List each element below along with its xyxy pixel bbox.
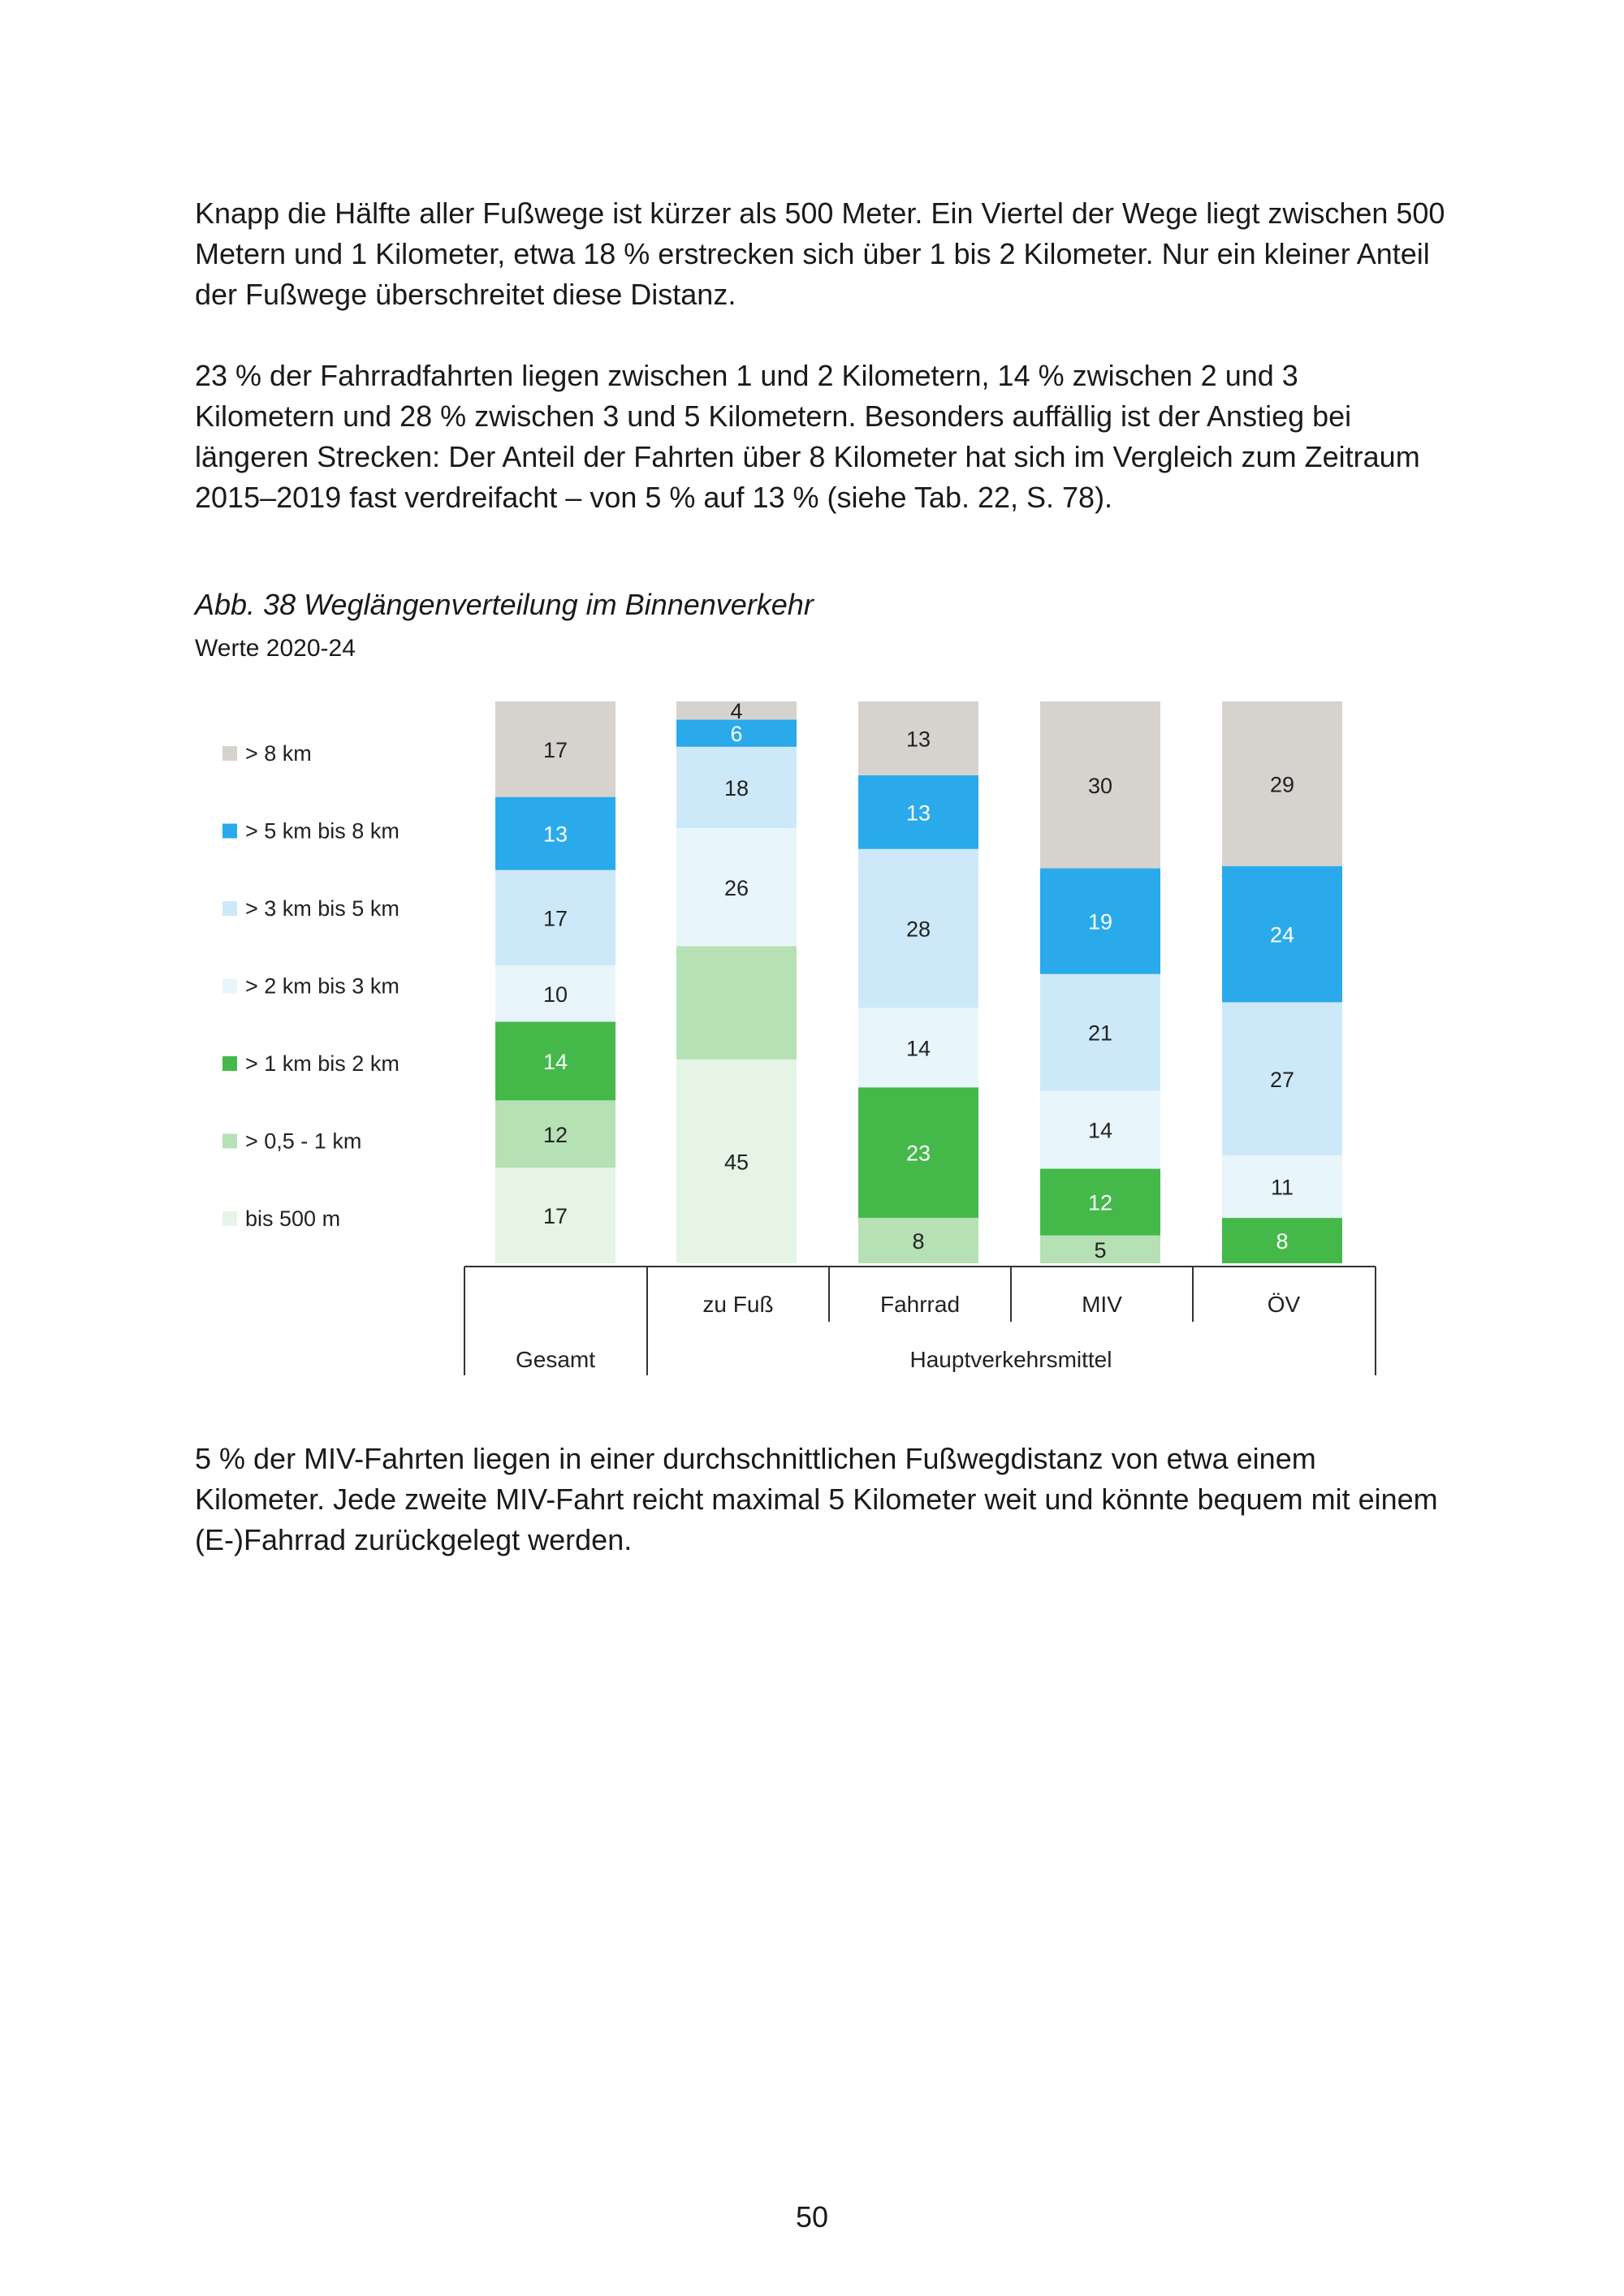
bar-segment-fahrrad-4 (858, 848, 978, 1008)
category-label: MIV (1082, 1292, 1122, 1317)
legend-label: > 5 km bis 8 km (245, 819, 400, 844)
bar-segment-gesamt-6 (495, 701, 615, 797)
bar-segment-gesamt-5 (495, 796, 615, 870)
legend-swatch (222, 901, 237, 916)
legend-swatch (222, 746, 237, 761)
data-label: 21 (1088, 1021, 1112, 1046)
bar-segment-miv-5 (1040, 868, 1160, 974)
bar-segment-gesamt-0 (495, 1167, 615, 1263)
legend-label: > 0,5 - 1 km (245, 1129, 361, 1154)
bar-segment-öv-3 (1222, 1155, 1342, 1219)
bar-segment-zu-fuß-4 (676, 746, 797, 829)
bar-segment-miv-1 (1040, 1235, 1160, 1263)
category-label: ÖV (1268, 1292, 1301, 1317)
data-label: 14 (906, 1036, 931, 1060)
data-label: 17 (543, 738, 568, 762)
legend-label: bis 500 m (245, 1206, 340, 1231)
paragraph-fusswege: Knapp die Hälfte aller Fußwege ist kürze… (195, 196, 1445, 311)
bar-segment-zu-fuß-5 (676, 719, 797, 747)
data-label: 30 (1088, 774, 1112, 798)
data-label: 6 (730, 722, 742, 746)
data-label: 8 (1276, 1229, 1288, 1254)
data-label: 14 (1088, 1119, 1112, 1143)
paragraph-fahrrad: 23 % der Fahrradfahrten liegen zwischen … (195, 359, 1420, 514)
bar-segment-zu-fuß-3 (676, 828, 797, 947)
data-label: 12 (543, 1123, 568, 1147)
group-label-hauptverkehrsmittel: Hauptverkehrsmittel (910, 1347, 1112, 1372)
data-label: 18 (724, 776, 749, 801)
bar-segment-gesamt-2 (495, 1021, 615, 1101)
bar-segment-öv-2 (1222, 1218, 1342, 1263)
data-label: 28 (906, 917, 931, 942)
bar-segment-miv-6 (1040, 701, 1160, 869)
category-label-gesamt: Gesamt (516, 1347, 595, 1372)
data-label: 5 (1094, 1238, 1106, 1262)
data-label: 45 (724, 1150, 749, 1174)
bar-segment-fahrrad-1 (858, 1218, 978, 1263)
bar-segment-miv-4 (1040, 973, 1160, 1091)
data-label: 14 (543, 1050, 568, 1074)
data-label: 24 (1270, 923, 1294, 947)
bar-segment-öv-4 (1222, 1002, 1342, 1156)
data-label: 13 (906, 727, 931, 751)
legend-swatch (222, 1056, 237, 1071)
bar-segment-gesamt-3 (495, 965, 615, 1022)
data-label: 17 (543, 1204, 568, 1228)
legend-swatch (222, 1133, 237, 1149)
legend-label: > 1 km bis 2 km (245, 1051, 400, 1076)
data-label: 12 (1088, 1191, 1112, 1215)
bar-segment-gesamt-4 (495, 870, 615, 966)
bar-segment-fahrrad-2 (858, 1087, 978, 1219)
bar-segment-miv-3 (1040, 1090, 1160, 1169)
bar-segment-miv-2 (1040, 1168, 1160, 1236)
legend-swatch (222, 978, 237, 994)
data-label: 23 (906, 1142, 931, 1166)
bar-segment-zu-fuß-0 (676, 1059, 797, 1263)
bar-segment-gesamt-1 (495, 1100, 615, 1168)
data-label: 19 (1088, 910, 1112, 934)
data-label: 13 (906, 801, 931, 825)
figure-title: Abb. 38 Weglängenverteilung im Binnenver… (195, 588, 814, 621)
bar-segment-öv-5 (1222, 865, 1342, 1003)
figure-subtitle: Werte 2020-24 (195, 635, 356, 662)
bar-segment-zu-fuß-1 (676, 946, 797, 1060)
data-label: 29 (1270, 772, 1294, 796)
bar-segment-fahrrad-5 (858, 775, 978, 849)
data-label: 11 (1271, 1176, 1294, 1200)
legend-label: > 3 km bis 5 km (245, 896, 400, 921)
data-label: 13 (543, 822, 568, 847)
legend-swatch (222, 823, 237, 839)
data-label: 8 (912, 1229, 924, 1254)
paragraph-miv: 5 % der MIV-Fahrten liegen in einer durc… (195, 1442, 1438, 1556)
legend-label: > 8 km (245, 741, 312, 766)
category-label: zu Fuß (702, 1292, 773, 1317)
bar-segment-fahrrad-6 (858, 701, 978, 775)
bar-segment-zu-fuß-6 (676, 701, 797, 720)
data-label: 4 (730, 699, 742, 723)
stacked-bar-chart: 17 12 14 10 17 13 17 45 26 18 64 8 23 14 28 13 13 5 12 14 21… (222, 699, 1376, 1375)
bar-segment-fahrrad-3 (858, 1008, 978, 1088)
legend-label: > 2 km bis 3 km (245, 974, 400, 999)
data-label: 27 (1270, 1068, 1294, 1092)
category-label: Fahrrad (880, 1292, 960, 1317)
bar-segment-öv-6 (1222, 701, 1342, 866)
legend-swatch (222, 1211, 237, 1226)
page-number: 50 (795, 2200, 829, 2233)
data-label: 10 (543, 982, 568, 1007)
data-label: 17 (543, 906, 568, 930)
data-label: 26 (724, 876, 749, 900)
